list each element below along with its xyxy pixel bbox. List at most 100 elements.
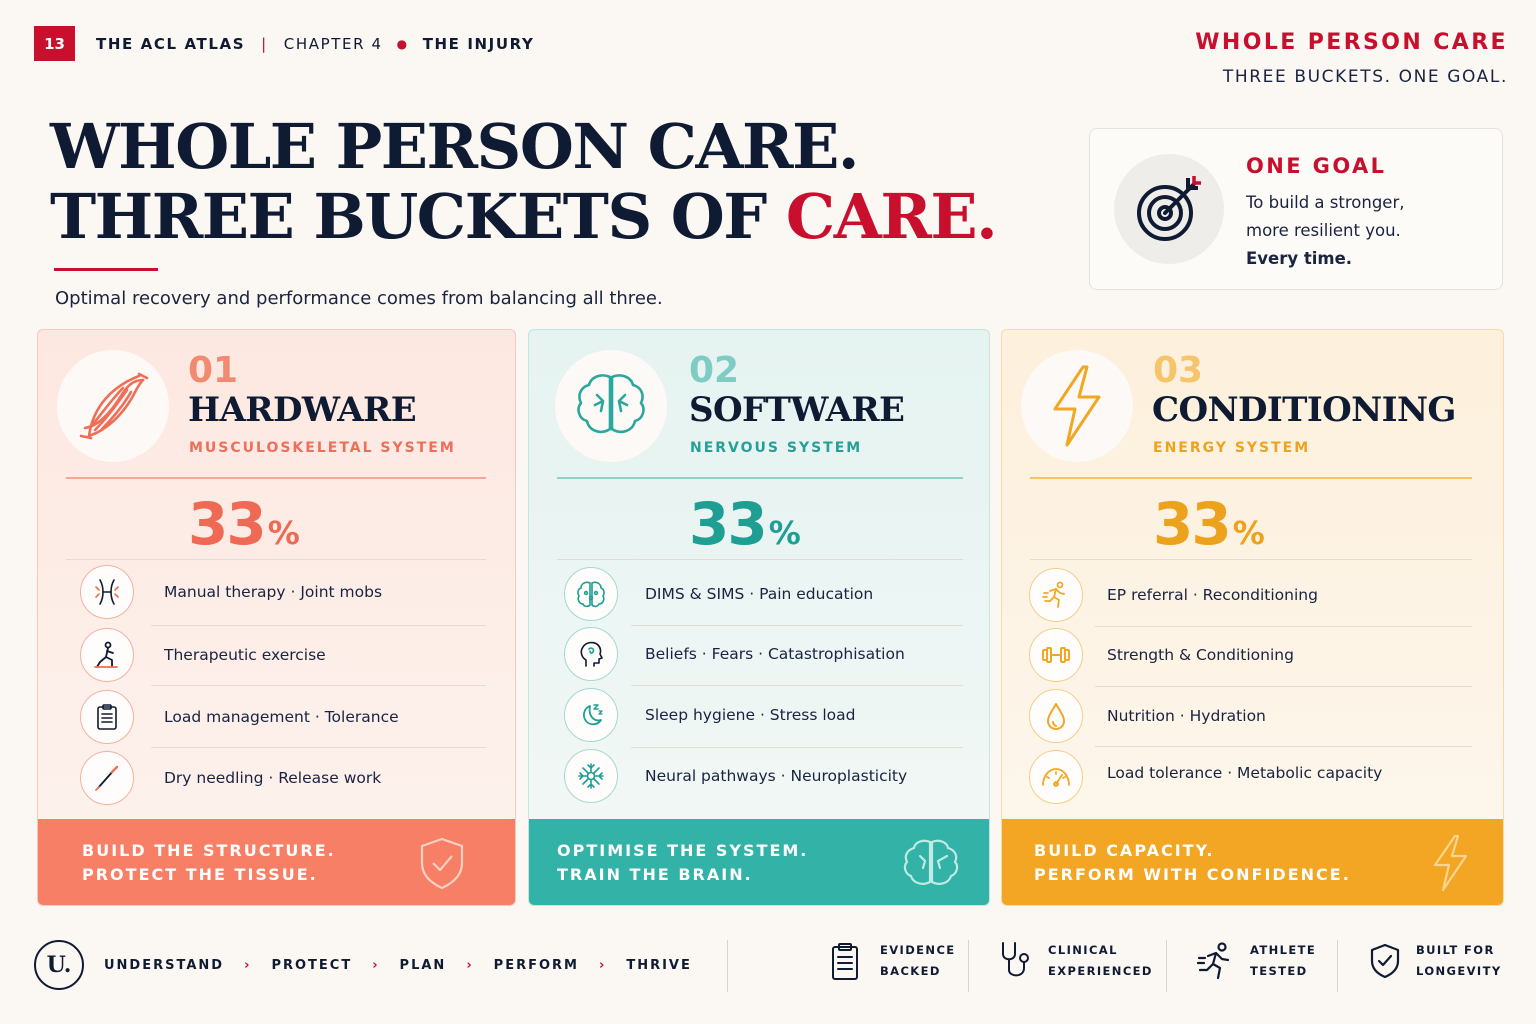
brand-logo: U. bbox=[34, 940, 84, 990]
badge-line-1: CLINICAL bbox=[1048, 943, 1118, 957]
badge-line-2: EXPERIENCED bbox=[1048, 964, 1153, 978]
chevron-right-icon: › bbox=[598, 958, 607, 973]
card-title: CONDITIONING bbox=[1152, 390, 1456, 430]
badge-athlete: ATHLETE TESTED bbox=[1196, 940, 1316, 982]
badge-label: ATHLETE TESTED bbox=[1250, 940, 1316, 982]
footer-divider bbox=[1337, 940, 1338, 992]
breadcrumb: THE ACL ATLAS | CHAPTER 4 ● THE INJURY bbox=[96, 35, 534, 53]
item-divider bbox=[151, 685, 486, 686]
header-right: WHOLE PERSON CARE THREE BUCKETS. ONE GOA… bbox=[1195, 30, 1508, 87]
item-label: DIMS & SIMS · Pain education bbox=[645, 585, 874, 603]
moon-icon bbox=[564, 688, 618, 742]
section-label: THE INJURY bbox=[422, 34, 535, 53]
card-percent: 33% bbox=[1153, 490, 1265, 558]
card-footer: OPTIMISE THE SYSTEM. TRAIN THE BRAIN. bbox=[529, 819, 989, 905]
footer-text: BUILD THE STRUCTURE. PROTECT THE TISSUE. bbox=[82, 839, 336, 887]
item-label: Strength & Conditioning bbox=[1107, 646, 1294, 664]
item-label: Neural pathways · Neuroplasticity bbox=[645, 767, 908, 785]
card-footer: BUILD CAPACITY. PERFORM WITH CONFIDENCE. bbox=[1002, 819, 1503, 905]
item-label: Therapeutic exercise bbox=[164, 646, 326, 664]
goal-title: ONE GOAL bbox=[1246, 154, 1387, 178]
list-item: Therapeutic exercise bbox=[80, 628, 326, 682]
card-subtitle: NERVOUS SYSTEM bbox=[690, 440, 863, 456]
card-number: 03 bbox=[1153, 350, 1204, 391]
footer-text: BUILD CAPACITY. PERFORM WITH CONFIDENCE. bbox=[1034, 839, 1351, 887]
footer-divider bbox=[1166, 940, 1167, 992]
badge-line-1: BUILT FOR bbox=[1416, 943, 1495, 957]
goal-line-3: Every time. bbox=[1246, 249, 1353, 268]
percent-unit: % bbox=[1232, 514, 1265, 552]
goal-box: ONE GOAL To build a stronger, more resil… bbox=[1089, 128, 1503, 290]
dumbbell-icon bbox=[1029, 628, 1083, 682]
head-icon bbox=[564, 627, 618, 681]
stethoscope-icon bbox=[1002, 942, 1029, 977]
badge-label: BUILT FOR LONGEVITY bbox=[1416, 940, 1502, 982]
percent-value: 33 bbox=[689, 490, 768, 558]
goal-line-1: To build a stronger, bbox=[1246, 193, 1405, 212]
item-divider bbox=[631, 685, 963, 686]
badge-line-1: EVIDENCE bbox=[880, 943, 956, 957]
card-percent: 33% bbox=[188, 490, 300, 558]
header-right-subtitle: THREE BUCKETS. ONE GOAL. bbox=[1222, 67, 1508, 87]
badge-line-2: TESTED bbox=[1250, 964, 1308, 978]
drop-icon bbox=[1029, 689, 1083, 743]
list-item: Nutrition · Hydration bbox=[1029, 689, 1266, 743]
card-subtitle: ENERGY SYSTEM bbox=[1153, 440, 1311, 456]
runner-icon bbox=[1196, 942, 1230, 980]
item-label: Nutrition · Hydration bbox=[1107, 707, 1266, 725]
item-divider bbox=[151, 747, 486, 748]
badge-label: EVIDENCE BACKED bbox=[880, 940, 956, 982]
title-accent: CARE. bbox=[785, 180, 998, 253]
card-subtitle: MUSCULOSKELETAL SYSTEM bbox=[189, 440, 456, 456]
page-number: 13 bbox=[34, 26, 75, 61]
list-item: Load management · Tolerance bbox=[80, 690, 399, 744]
card-footer: BUILD THE STRUCTURE. PROTECT THE TISSUE. bbox=[38, 819, 515, 905]
badge-evidence: EVIDENCE BACKED bbox=[830, 940, 956, 982]
percent-unit: % bbox=[768, 514, 801, 552]
item-divider bbox=[631, 747, 963, 748]
footer-divider bbox=[727, 940, 728, 992]
list-item: Load tolerance · Metabolic capacity bbox=[1029, 750, 1382, 804]
card-divider bbox=[66, 477, 486, 479]
muscle-icon bbox=[57, 350, 169, 462]
card-divider bbox=[557, 477, 963, 479]
list-item: DIMS & SIMS · Pain education bbox=[564, 567, 873, 621]
chevron-right-icon: › bbox=[466, 958, 474, 973]
item-divider bbox=[1095, 626, 1472, 627]
clipboard-icon bbox=[832, 943, 858, 980]
item-label: Load tolerance · Metabolic capacity bbox=[1107, 764, 1383, 782]
list-item: Neural pathways · Neuroplasticity bbox=[564, 749, 907, 803]
card-conditioning: 03 CONDITIONING ENERGY SYSTEM 33% EP ref… bbox=[1001, 329, 1504, 906]
list-item: Dry needling · Release work bbox=[80, 751, 381, 805]
joint-icon bbox=[80, 565, 134, 619]
shield-check-icon bbox=[1370, 943, 1400, 979]
journey-steps: UNDERSTAND › PROTECT › PLAN › PERFORM › … bbox=[104, 958, 692, 973]
target-icon bbox=[1114, 154, 1224, 264]
step-thrive: THRIVE bbox=[626, 958, 692, 973]
needle-icon bbox=[80, 751, 134, 805]
neuron-icon bbox=[564, 749, 618, 803]
percent-unit: % bbox=[267, 514, 300, 552]
percent-value: 33 bbox=[188, 490, 267, 558]
card-number: 01 bbox=[188, 350, 239, 391]
breadcrumb-separator: | bbox=[261, 34, 268, 53]
footer-line-1: BUILD THE STRUCTURE. bbox=[82, 841, 336, 860]
brain-small-icon bbox=[564, 567, 618, 621]
brain-icon bbox=[555, 350, 667, 462]
bullet-icon: ● bbox=[396, 36, 409, 51]
item-label: Load management · Tolerance bbox=[164, 708, 399, 726]
badge-line-1: ATHLETE bbox=[1250, 943, 1317, 957]
chevron-right-icon: › bbox=[372, 958, 380, 973]
step-perform: PERFORM bbox=[493, 958, 579, 973]
step-protect: PROTECT bbox=[271, 958, 353, 973]
chapter-label: CHAPTER 4 bbox=[283, 34, 383, 53]
badge-clinical: CLINICAL EXPERIENCED bbox=[998, 940, 1153, 982]
gauge-icon bbox=[1029, 750, 1083, 804]
item-label: Manual therapy · Joint mobs bbox=[164, 583, 383, 601]
item-label: Dry needling · Release work bbox=[164, 769, 382, 787]
goal-text: To build a stronger, more resilient you.… bbox=[1246, 189, 1404, 273]
badge-line-2: BACKED bbox=[880, 964, 941, 978]
card-divider bbox=[1030, 559, 1472, 560]
card-divider bbox=[557, 559, 963, 560]
item-divider bbox=[151, 625, 486, 626]
